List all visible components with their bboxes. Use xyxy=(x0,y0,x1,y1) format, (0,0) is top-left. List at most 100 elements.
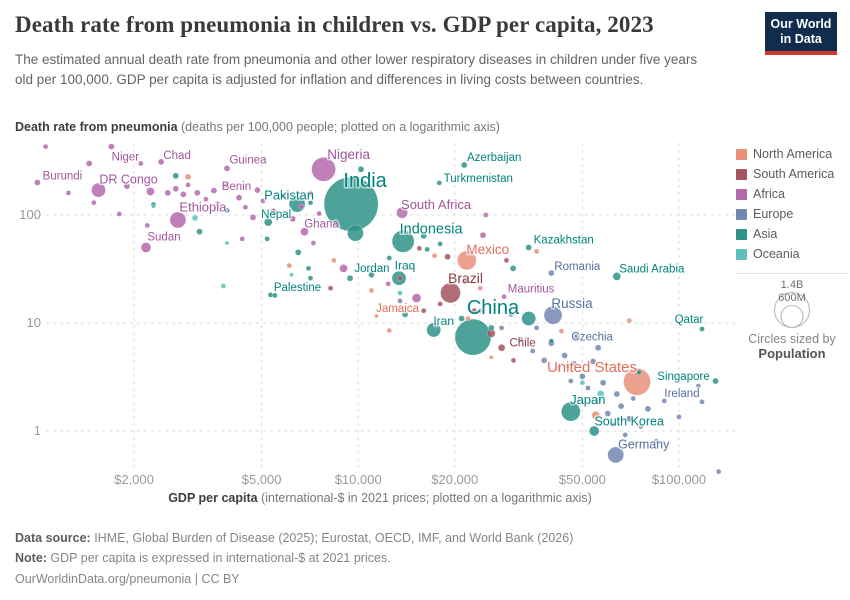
data-point[interactable] xyxy=(347,224,364,242)
data-point[interactable] xyxy=(85,160,93,167)
data-point[interactable] xyxy=(567,378,574,384)
data-point[interactable] xyxy=(585,385,591,391)
data-point[interactable] xyxy=(420,232,428,240)
data-point[interactable] xyxy=(151,204,156,209)
data-point[interactable] xyxy=(357,166,365,173)
data-point[interactable] xyxy=(487,324,495,332)
data-point[interactable] xyxy=(437,241,443,247)
data-point[interactable] xyxy=(286,262,293,269)
data-point-chad[interactable] xyxy=(157,158,165,166)
data-point-saudi-arabia[interactable] xyxy=(612,272,622,281)
data-point-benin[interactable] xyxy=(254,186,261,194)
data-point[interactable] xyxy=(477,285,484,292)
data-point[interactable] xyxy=(260,198,266,204)
data-point[interactable] xyxy=(570,360,578,368)
data-point[interactable] xyxy=(220,283,227,289)
data-point-germany[interactable] xyxy=(607,446,625,464)
data-point[interactable] xyxy=(626,317,633,324)
data-point[interactable] xyxy=(533,248,540,255)
data-point[interactable] xyxy=(510,357,517,364)
data-point[interactable] xyxy=(327,285,334,292)
data-point-south-africa[interactable] xyxy=(396,206,408,219)
legend-item-oceania[interactable]: Oceania xyxy=(736,247,848,261)
data-point[interactable] xyxy=(529,348,536,354)
data-point[interactable] xyxy=(508,311,515,318)
data-point[interactable] xyxy=(397,275,403,282)
data-point[interactable] xyxy=(461,279,468,285)
legend-item-europe[interactable]: Europe xyxy=(736,207,848,221)
data-point-singapore[interactable] xyxy=(712,377,719,385)
data-point-japan[interactable] xyxy=(560,401,581,422)
data-point[interactable] xyxy=(444,253,451,261)
data-point-nepal[interactable] xyxy=(263,217,273,227)
data-point[interactable] xyxy=(307,199,314,206)
data-point[interactable] xyxy=(477,307,484,314)
data-point[interactable] xyxy=(397,298,403,304)
data-point[interactable] xyxy=(594,397,602,405)
data-point[interactable] xyxy=(215,200,221,207)
legend-item-africa[interactable]: Africa xyxy=(736,187,848,201)
data-point[interactable] xyxy=(596,390,605,398)
data-point[interactable] xyxy=(224,240,230,246)
data-point[interactable] xyxy=(116,211,123,217)
data-point[interactable] xyxy=(307,275,314,282)
scatter-plot[interactable]: $2,000 $5,000 $10,000 $20,000 $50,000 $100,00… xyxy=(0,140,760,487)
data-point[interactable] xyxy=(280,193,287,199)
data-point[interactable] xyxy=(196,228,203,235)
data-point-ethiopia[interactable] xyxy=(169,211,187,229)
data-point[interactable] xyxy=(540,357,548,364)
data-point-brazil[interactable] xyxy=(440,282,461,304)
data-point[interactable] xyxy=(458,315,465,322)
data-point[interactable] xyxy=(591,410,601,420)
legend-item-south-america[interactable]: South America xyxy=(736,167,848,181)
data-point[interactable] xyxy=(65,190,72,196)
data-point[interactable] xyxy=(164,189,172,197)
data-point[interactable] xyxy=(503,257,510,264)
data-point-mauritius[interactable] xyxy=(501,293,507,300)
data-point[interactable] xyxy=(644,405,652,413)
data-point-burundi[interactable] xyxy=(34,179,41,186)
data-point[interactable] xyxy=(498,325,505,331)
data-point[interactable] xyxy=(437,301,443,307)
data-point[interactable] xyxy=(589,358,597,365)
data-point-south-korea[interactable] xyxy=(588,425,600,437)
data-point[interactable] xyxy=(386,327,393,334)
data-point[interactable] xyxy=(272,292,278,299)
data-point[interactable] xyxy=(180,191,187,198)
data-point[interactable] xyxy=(289,272,294,278)
data-point-united-states[interactable] xyxy=(623,367,651,396)
data-point[interactable] xyxy=(471,307,478,314)
data-point[interactable] xyxy=(579,379,586,386)
data-point[interactable] xyxy=(235,194,243,201)
data-point[interactable] xyxy=(386,255,393,261)
data-point[interactable] xyxy=(222,182,228,189)
data-point[interactable] xyxy=(564,363,571,369)
data-point[interactable] xyxy=(239,236,245,242)
data-point[interactable] xyxy=(420,307,427,314)
data-point-guinea[interactable] xyxy=(223,165,231,172)
data-point[interactable] xyxy=(521,311,537,326)
data-point[interactable] xyxy=(622,432,629,438)
data-point[interactable] xyxy=(172,185,180,192)
data-point[interactable] xyxy=(411,293,422,303)
data-point-qatar[interactable] xyxy=(699,326,705,332)
data-point[interactable] xyxy=(609,421,616,428)
data-point[interactable] xyxy=(416,245,423,252)
data-point[interactable] xyxy=(203,196,209,202)
data-point[interactable] xyxy=(630,395,637,402)
data-point[interactable] xyxy=(516,336,524,344)
data-point[interactable] xyxy=(715,468,722,475)
data-point[interactable] xyxy=(368,271,375,279)
data-point[interactable] xyxy=(561,352,568,359)
data-point-niger[interactable] xyxy=(108,143,115,150)
data-point-indonesia[interactable] xyxy=(391,230,415,253)
data-point[interactable] xyxy=(579,373,586,380)
data-point[interactable] xyxy=(289,215,297,223)
data-point[interactable] xyxy=(482,212,489,218)
data-point[interactable] xyxy=(242,204,249,210)
data-point[interactable] xyxy=(479,231,487,239)
data-point-kazakhstan[interactable] xyxy=(525,244,533,251)
data-point-ghana[interactable] xyxy=(300,227,309,236)
data-point[interactable] xyxy=(210,187,218,194)
data-point[interactable] xyxy=(636,369,642,376)
